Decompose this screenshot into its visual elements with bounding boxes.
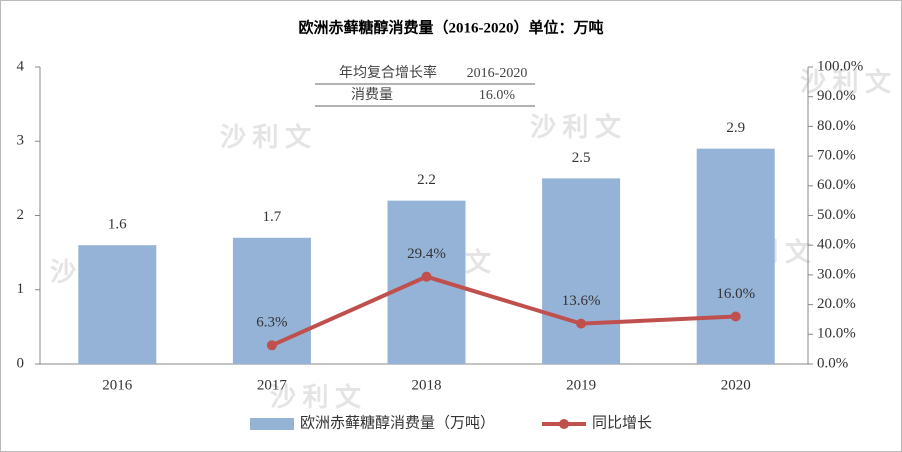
y2-tick-label: 50.0%: [817, 207, 856, 223]
bar: [387, 200, 466, 364]
y2-tick-label: 20.0%: [817, 296, 856, 312]
y2-tick-label: 80.0%: [817, 118, 856, 134]
watermark: 沙 利 文: [530, 112, 622, 142]
legend-label: 欧洲赤藓糖醇消费量（万吨）: [300, 414, 495, 431]
y-tick-label: 0: [17, 355, 25, 371]
data-label: 16.0%: [716, 286, 755, 302]
watermark: 沙 利 文: [220, 122, 312, 152]
x-tick-label: 2016: [102, 377, 133, 393]
point: [266, 340, 277, 351]
legend-label: 同比增长: [592, 414, 652, 431]
table-header: 2016-2020: [467, 66, 528, 81]
legend-swatch: [559, 419, 569, 429]
y2-tick-label: 30.0%: [817, 266, 856, 282]
y-tick-label: 2: [17, 207, 25, 223]
watermark: 沙 利 文: [800, 67, 892, 97]
x-tick-label: 2019: [566, 377, 596, 393]
watermark: 沙 利 文: [270, 382, 362, 412]
y2-tick-label: 0.0%: [817, 355, 848, 371]
data-label: 1.7: [263, 209, 282, 225]
y-tick-label: 3: [17, 133, 25, 149]
bar: [542, 178, 621, 364]
point: [730, 311, 741, 322]
table-cell: 16.0%: [479, 88, 516, 103]
x-tick-label: 2018: [412, 377, 442, 393]
bar: [696, 148, 775, 364]
y-tick-label: 1: [17, 281, 25, 297]
point: [576, 318, 587, 329]
y-tick-label: 4: [17, 58, 25, 74]
y2-tick-label: 40.0%: [817, 237, 856, 253]
y2-tick-label: 60.0%: [817, 177, 856, 193]
data-label: 13.6%: [562, 293, 601, 309]
data-label: 29.4%: [407, 246, 446, 262]
y2-tick-label: 10.0%: [817, 326, 856, 342]
table-header: 年均复合增长率: [339, 64, 437, 81]
y2-tick-label: 90.0%: [817, 88, 856, 104]
line: [271, 274, 736, 348]
y2-tick-label: 100.0%: [817, 58, 863, 74]
x-tick-label: 2020: [721, 377, 751, 393]
point: [421, 271, 432, 282]
y2-tick-label: 70.0%: [817, 148, 856, 164]
data-label: 2.5: [572, 150, 591, 166]
data-label: 6.3%: [256, 315, 287, 331]
data-label: 1.6: [108, 217, 127, 233]
chart-title: 欧洲赤藓糖醇消费量（2016-2020）单位：万吨: [299, 18, 604, 36]
data-label: 2.2: [417, 172, 436, 188]
table-cell: 消费量: [351, 87, 393, 103]
x-tick-label: 2017: [257, 377, 288, 393]
bar: [78, 245, 157, 364]
data-label: 2.9: [726, 120, 745, 136]
legend-swatch: [250, 418, 294, 430]
